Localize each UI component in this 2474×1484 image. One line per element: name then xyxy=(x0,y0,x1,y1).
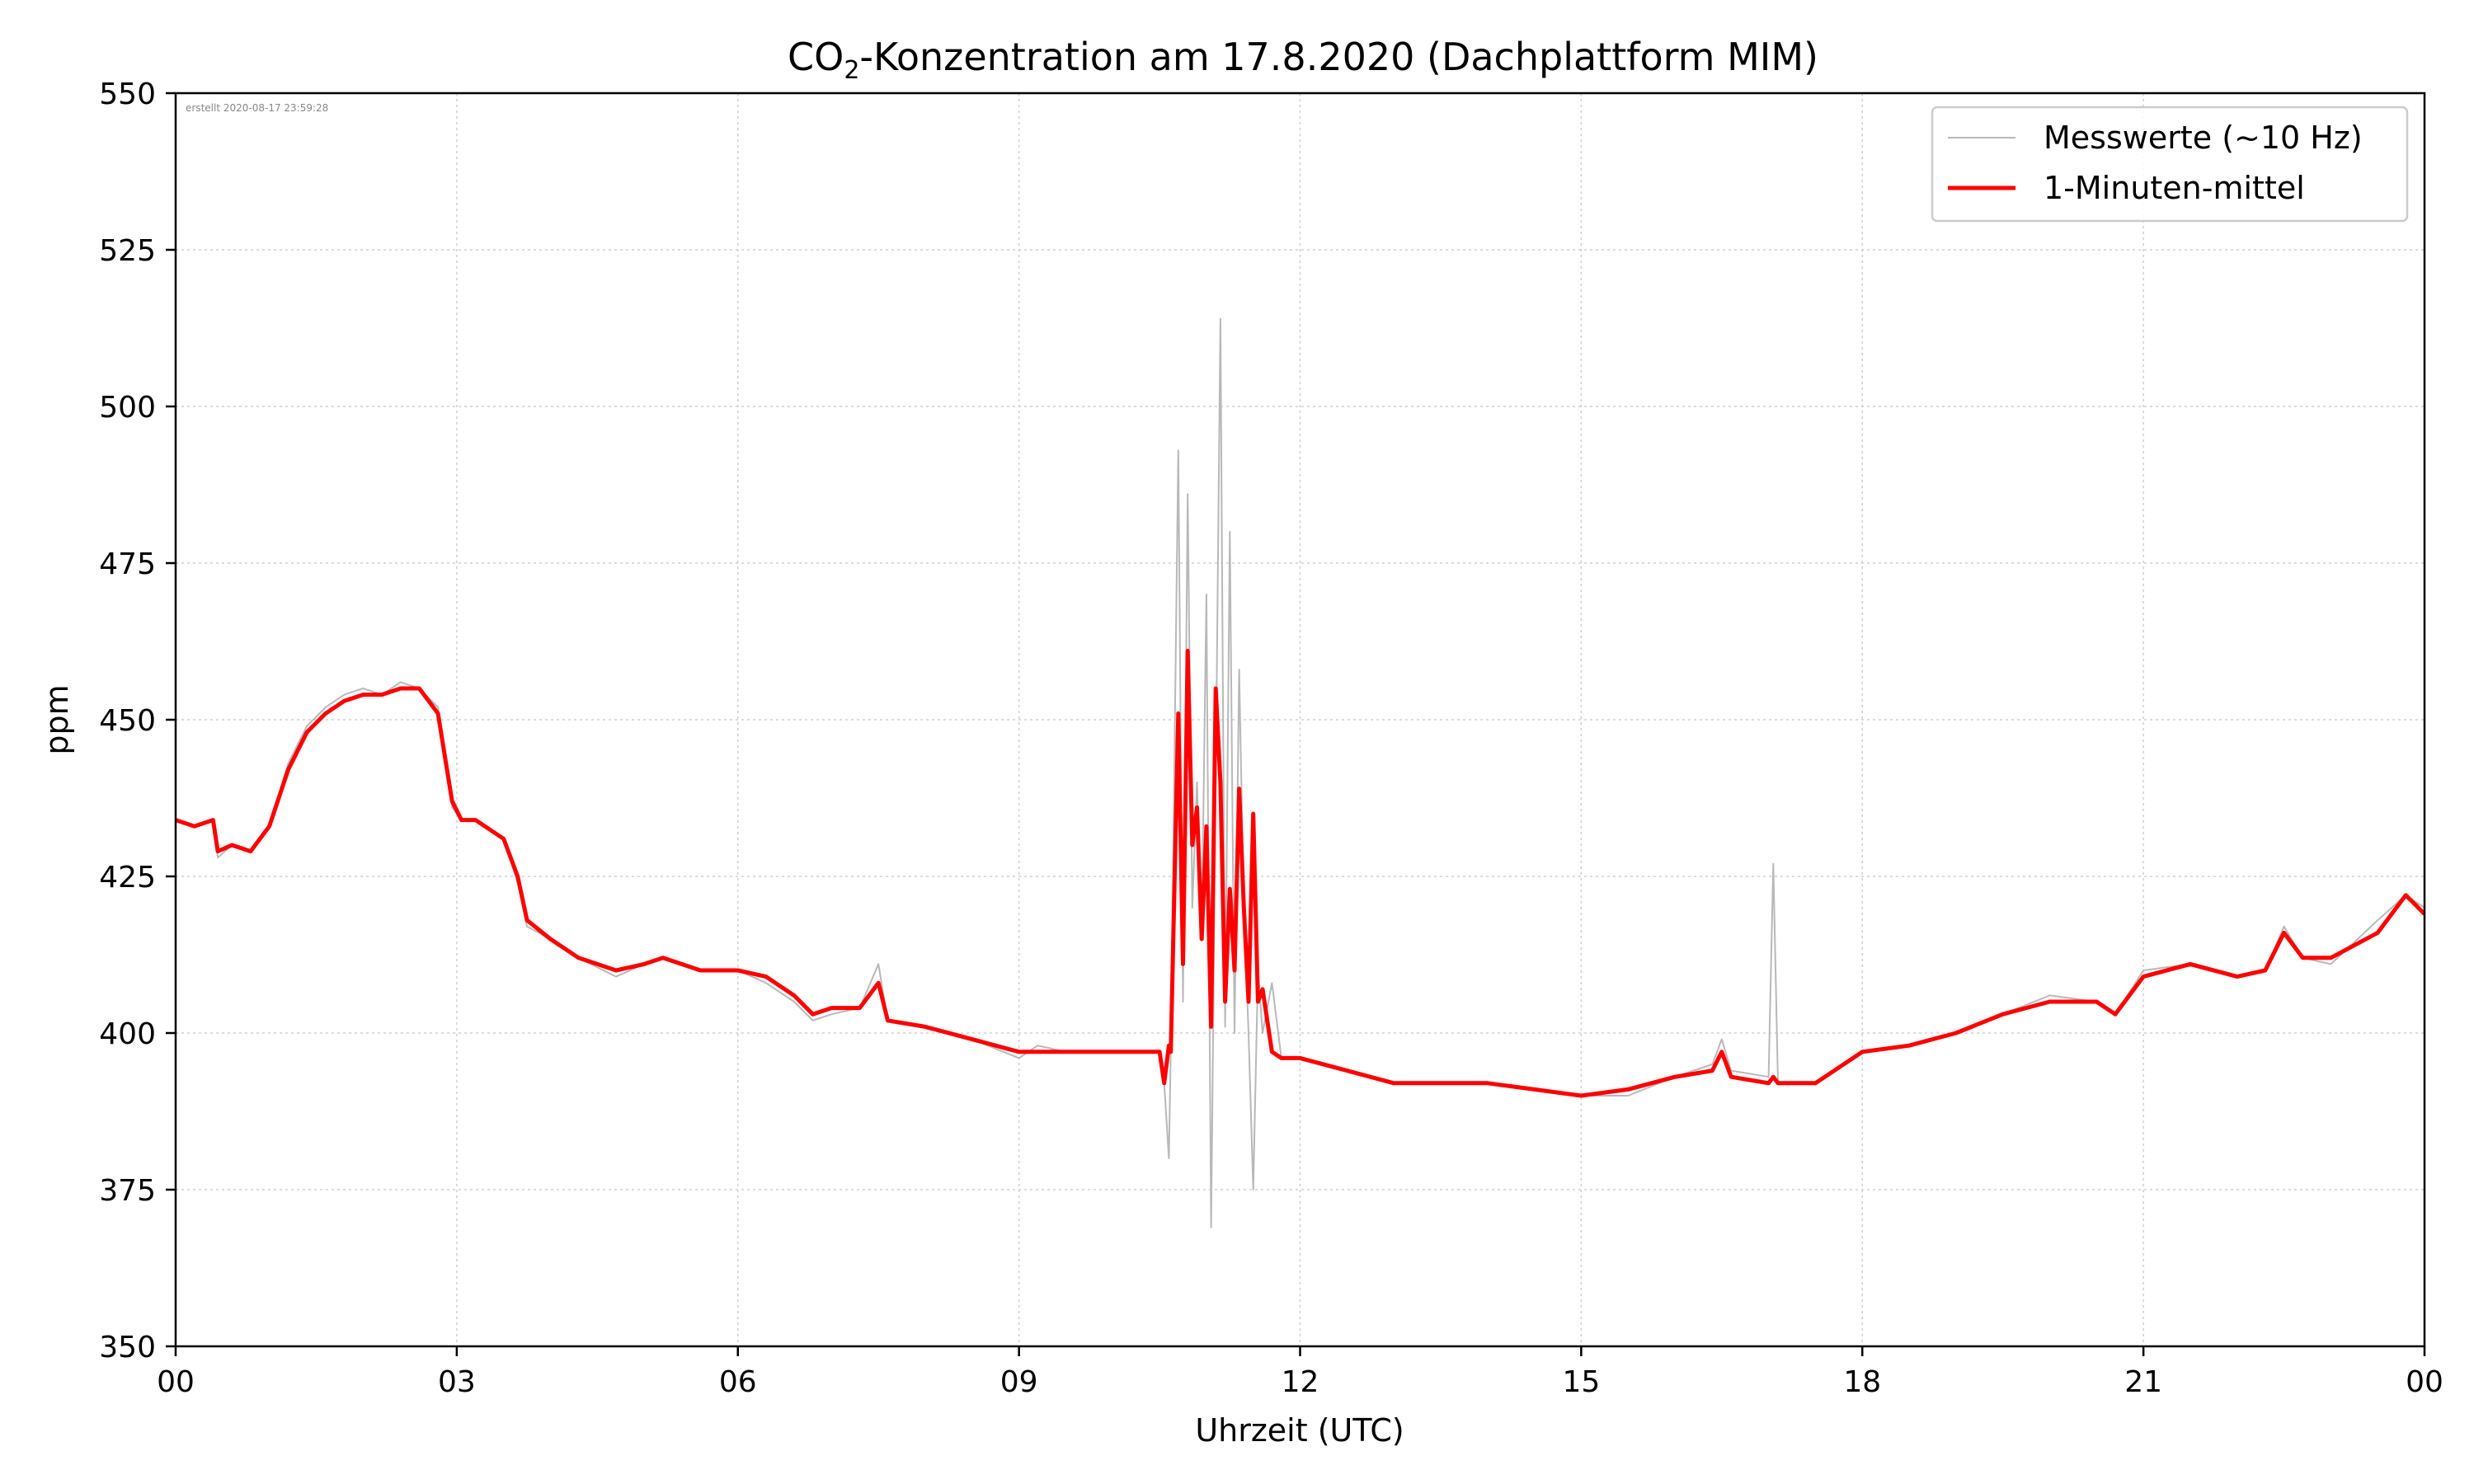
legend: Messwerte (~10 Hz) 1-Minuten-mittel xyxy=(1931,106,2409,223)
chart-title: CO2-Konzentration am 17.8.2020 (Dachplat… xyxy=(788,35,1818,85)
legend-label-minutenmittel: 1-Minuten-mittel xyxy=(2044,170,2305,206)
x-tick-label: 09 xyxy=(1000,1365,1038,1399)
x-tick-label: 00 xyxy=(157,1365,195,1399)
x-tick-label: 03 xyxy=(438,1365,476,1399)
y-tick-label: 500 xyxy=(99,391,156,425)
y-tick-label: 375 xyxy=(99,1174,156,1208)
x-axis-ticks: 00 03 06 09 12 15 18 21 00 xyxy=(157,1346,2443,1399)
y-axis-label: ppm xyxy=(39,684,75,754)
x-axis-label: Uhrzeit (UTC) xyxy=(1195,1412,1404,1449)
creation-stamp: erstellt 2020-08-17 23:59:28 xyxy=(186,102,328,114)
x-tick-label: 15 xyxy=(1562,1365,1600,1399)
y-tick-label: 475 xyxy=(99,547,156,581)
plot-area xyxy=(175,317,2426,1228)
x-tick-label: 00 xyxy=(2406,1365,2443,1399)
y-tick-label: 350 xyxy=(99,1331,156,1364)
legend-label-messwerte: Messwerte (~10 Hz) xyxy=(2044,120,2363,156)
y-axis-ticks: 350 375 400 425 450 475 500 525 550 xyxy=(99,77,176,1364)
x-tick-label: 18 xyxy=(1843,1365,1881,1399)
y-tick-label: 400 xyxy=(99,1017,156,1051)
x-tick-label: 06 xyxy=(719,1365,757,1399)
series-minutenmittel-line xyxy=(175,648,2426,1098)
legend-box xyxy=(1931,106,2409,223)
y-tick-label: 550 xyxy=(99,77,156,111)
y-tick-label: 450 xyxy=(99,704,156,738)
x-tick-label: 21 xyxy=(2124,1365,2162,1399)
y-tick-label: 525 xyxy=(99,234,156,268)
x-tick-label: 12 xyxy=(1282,1365,1319,1399)
y-tick-label: 425 xyxy=(99,861,156,895)
